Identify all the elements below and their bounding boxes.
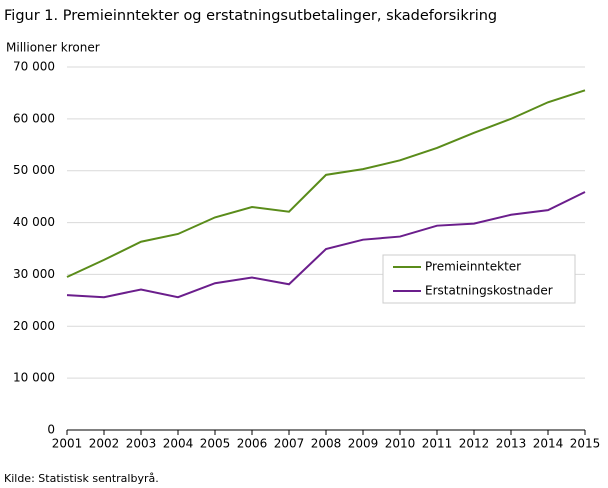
- x-tick-label: 2003: [126, 437, 157, 451]
- y-tick-label: 10 000: [13, 371, 55, 385]
- chart-title: Figur 1. Premieinntekter og erstatningsu…: [4, 8, 497, 24]
- y-tick-label: 30 000: [13, 267, 55, 281]
- x-tick-label: 2005: [200, 437, 231, 451]
- x-tick-label: 2015: [570, 437, 601, 451]
- legend-label: Premieinntekter: [425, 260, 521, 274]
- x-tick-label: 2002: [89, 437, 120, 451]
- y-axis-label: Millioner kroner: [6, 41, 100, 55]
- x-tick-label: 2011: [422, 437, 453, 451]
- y-tick-label: 40 000: [13, 215, 55, 229]
- x-tick-label: 2004: [163, 437, 194, 451]
- x-tick-label: 2009: [348, 437, 379, 451]
- line: [66, 191, 586, 299]
- source: Kilde: Statistisk sentralbyrå.: [4, 472, 159, 485]
- x-tick-label: 2013: [496, 437, 527, 451]
- line: [66, 89, 586, 278]
- x-tick-label: 2012: [459, 437, 490, 451]
- x-tick-label: 2014: [533, 437, 564, 451]
- x-tick-label: 2007: [274, 437, 305, 451]
- legend: [382, 254, 576, 304]
- y-tick-label: 0: [47, 423, 55, 437]
- legend-label: Erstatningskostnader: [425, 284, 553, 298]
- y-tick-label: 20 000: [13, 319, 55, 333]
- y-tick-label: 60 000: [13, 111, 55, 125]
- y-tick-label: 50 000: [13, 163, 55, 177]
- x-tick-label: 2001: [52, 437, 83, 451]
- x-tick-label: 2006: [237, 437, 268, 451]
- x-tick-label: 2010: [385, 437, 416, 451]
- y-tick-label: 70 000: [13, 60, 55, 74]
- x-tick-label: 2008: [311, 437, 342, 451]
